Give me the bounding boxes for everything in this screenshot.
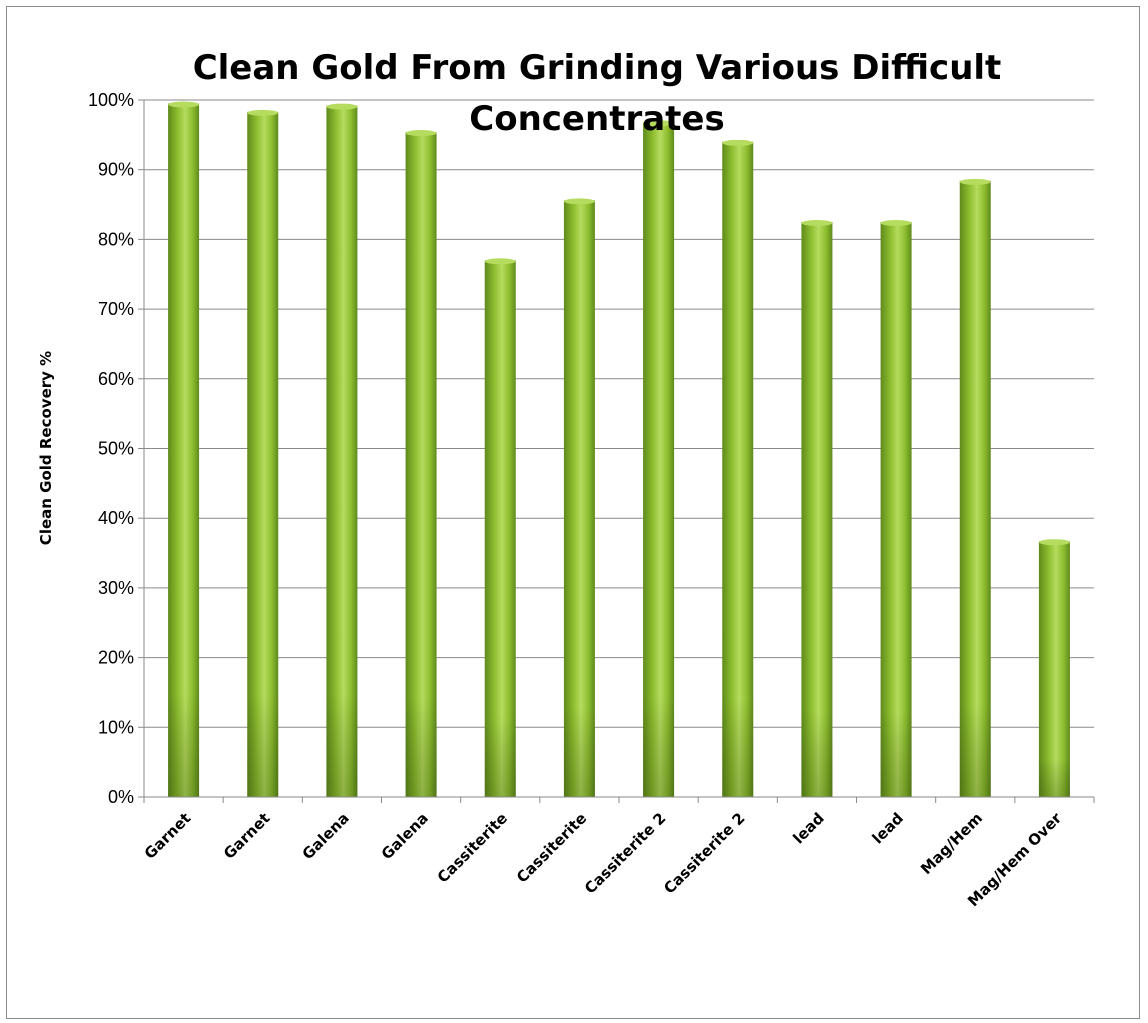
bar (801, 219, 833, 798)
x-tick-label: Mag/Hem (917, 809, 986, 878)
bar-shade (168, 103, 200, 798)
x-tick-label: Cassiterite 2 (660, 809, 748, 897)
axes (138, 99, 1095, 803)
gridlines (144, 99, 1094, 728)
bar-shade (484, 260, 516, 797)
y-tick-label: 0% (108, 787, 134, 807)
bar-cap (405, 130, 437, 137)
bar-cap (1038, 539, 1070, 546)
y-tick-label: 80% (98, 229, 134, 249)
bar (168, 101, 200, 798)
y-tick-label: 40% (98, 508, 134, 528)
chart-title-line-1: Clean Gold From Grinding Various Difficu… (193, 48, 1002, 88)
y-tick-label: 10% (98, 717, 134, 737)
bar (563, 198, 595, 798)
bar-cap (722, 139, 754, 146)
bar-cap (168, 101, 200, 108)
bar-cap (563, 198, 595, 205)
bars (168, 101, 1070, 798)
bar (247, 109, 279, 797)
y-tick-label: 100% (88, 90, 134, 110)
y-tick-label: 90% (98, 160, 134, 180)
y-tick-label: 50% (98, 439, 134, 459)
y-tick-label: 30% (98, 578, 134, 598)
bar-cap (959, 178, 991, 185)
bar-cap (801, 219, 833, 226)
y-tick-label: 60% (98, 369, 134, 389)
bar-shade (1038, 541, 1070, 797)
bar-shade (563, 200, 595, 798)
x-tick-labels: Garnet Garnet Galena Galena Cassiterite Cassi… (141, 809, 1066, 911)
x-tick-label: Cassiterite (513, 809, 590, 886)
bar (1038, 539, 1070, 797)
x-tick-label: Galena (299, 809, 353, 863)
bar-cap (880, 219, 912, 226)
x-tick-label: lead (869, 809, 907, 847)
bar-cap (484, 258, 516, 265)
y-tick-label: 70% (98, 299, 134, 319)
x-tick-label: Galena (378, 809, 432, 863)
bar-shade (643, 122, 675, 797)
bar-shade (722, 141, 754, 797)
x-tick-label: Cassiterite 2 (581, 809, 669, 897)
bar-shade (326, 105, 358, 798)
y-tick-labels: 0% 10% 20% 30% 40% 50% 60% 70% 80% 90% 100% (88, 90, 134, 807)
bar-cap (643, 120, 675, 127)
y-axis-label: Clean Gold Recovery % (37, 351, 55, 545)
bar (643, 120, 675, 797)
x-tick-label: Cassiterite (434, 809, 511, 886)
bar (326, 103, 358, 798)
bar-cap (247, 109, 279, 116)
bar-shade (247, 111, 279, 797)
x-tick-label: lead (789, 809, 827, 847)
bar (405, 130, 437, 797)
chart-title: Clean Gold From Grinding Various Difficu… (193, 48, 1002, 139)
x-tick-label: Garnet (141, 809, 195, 863)
y-tick-label: 20% (98, 648, 134, 668)
bar-shade (880, 221, 912, 798)
chart-title-line-2: Concentrates (469, 99, 724, 139)
bar (484, 258, 516, 797)
bar-shade (405, 132, 437, 797)
bar-shade (801, 221, 833, 798)
bar (880, 219, 912, 798)
bar-cap (326, 103, 358, 110)
bar (959, 178, 991, 798)
bar-shade (959, 180, 991, 798)
bar (722, 139, 754, 797)
x-tick-label: Garnet (220, 809, 274, 863)
